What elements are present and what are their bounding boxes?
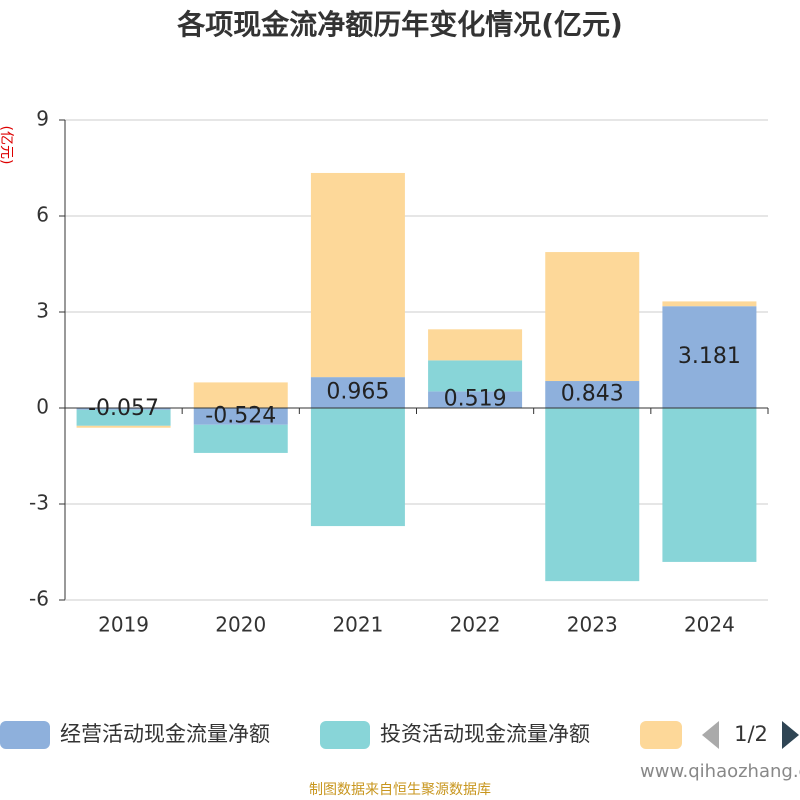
x-tick-label: 2021 <box>332 613 383 637</box>
y-axis-label: (亿元) <box>0 126 14 165</box>
y-tick-label: 3 <box>36 299 49 323</box>
data-label: 3.181 <box>678 344 741 369</box>
legend-page: 1/2 <box>734 722 768 746</box>
legend-next[interactable] <box>782 721 799 749</box>
bar-segment <box>76 409 171 426</box>
bar-segment <box>662 301 757 307</box>
y-tick-label: 6 <box>36 203 49 227</box>
x-tick-label: 2022 <box>450 613 501 637</box>
bar-segment <box>76 408 171 410</box>
bar-segment <box>428 360 523 392</box>
data-label: 0.519 <box>444 387 507 412</box>
bar-segment <box>193 382 288 408</box>
bar-segment <box>545 408 640 582</box>
bar-segment <box>428 329 523 361</box>
x-tick-label: 2020 <box>215 613 266 637</box>
data-label: -0.057 <box>88 396 159 421</box>
bar-segment <box>310 408 405 527</box>
y-tick-label: 0 <box>36 395 49 419</box>
bar-segment <box>428 391 523 408</box>
y-tick-label: -6 <box>29 587 49 611</box>
bar-segment <box>662 408 757 562</box>
data-label: 0.965 <box>326 380 389 405</box>
legend-swatch <box>0 721 50 749</box>
data-label: -0.524 <box>205 403 276 428</box>
bar-segment <box>545 252 640 382</box>
x-tick-label: 2023 <box>567 613 618 637</box>
bar-segment <box>310 377 405 408</box>
y-tick-label: 9 <box>36 107 49 131</box>
watermark: www.qihaozhang.com <box>640 761 800 782</box>
legend-swatch <box>640 721 682 749</box>
y-tick-label: -3 <box>29 491 49 515</box>
bar-segment <box>193 408 288 425</box>
legend-label: 经营活动现金流量净额 <box>60 722 270 746</box>
legend-swatch <box>320 721 370 749</box>
bar-segment <box>310 172 405 378</box>
bar-segment <box>545 381 640 408</box>
chart-title: 各项现金流净额历年变化情况(亿元) <box>176 8 623 41</box>
x-tick-label: 2024 <box>684 613 735 637</box>
bar-segment <box>193 424 288 453</box>
x-tick-label: 2019 <box>98 613 149 637</box>
source-note: 制图数据来自恒生聚源数据库 <box>309 782 491 798</box>
legend-prev[interactable] <box>702 721 719 749</box>
legend-label: 投资活动现金流量净额 <box>380 722 590 746</box>
bar-segment <box>76 425 171 428</box>
bar-segment <box>662 306 757 408</box>
bars <box>76 172 757 582</box>
data-label: 0.843 <box>561 382 624 407</box>
